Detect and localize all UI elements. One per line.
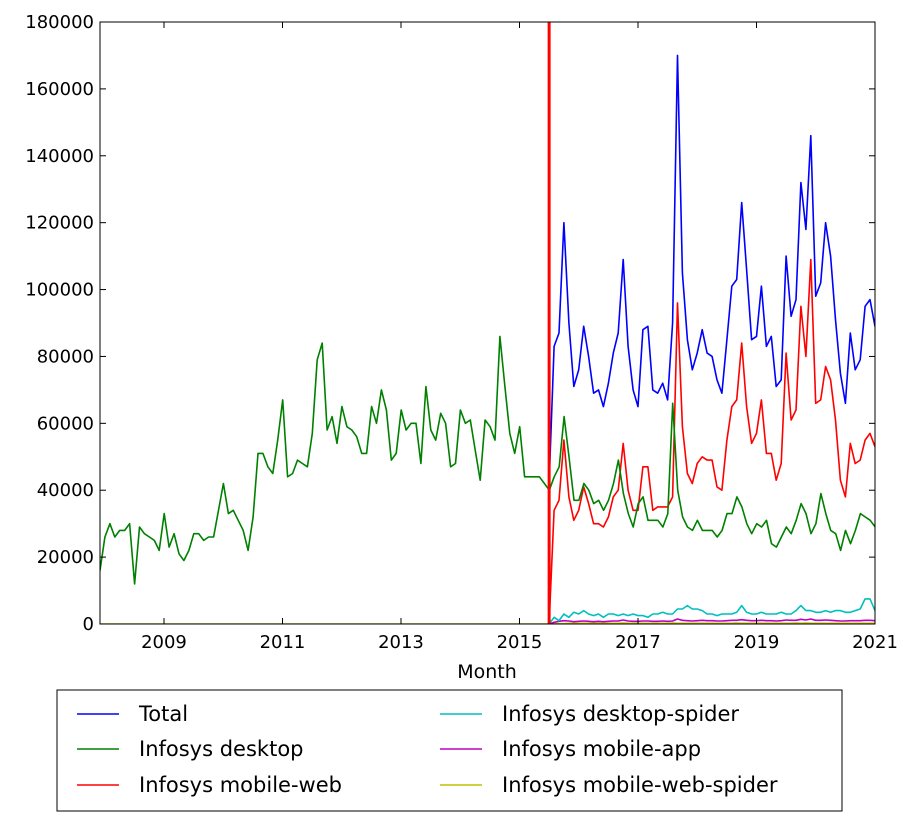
y-tick-label: 100000 (25, 280, 94, 301)
x-tick-label: 2021 (852, 632, 898, 653)
y-tick-label: 20000 (37, 547, 94, 568)
series-line-infosys-mobile-app (548, 618, 875, 624)
y-tick-label: 160000 (25, 79, 94, 100)
x-tick-label: 2017 (615, 632, 661, 653)
legend-label: Infosys desktop (139, 737, 304, 761)
legend-label: Infosys mobile-web-spider (502, 773, 778, 797)
y-tick-label: 180000 (25, 12, 94, 33)
x-tick-label: 2011 (260, 632, 306, 653)
series-line-infosys-mobile-web-spider (100, 622, 875, 624)
x-tick-label: 2019 (734, 632, 780, 653)
x-tick-label: 2015 (497, 632, 543, 653)
series-line-infosys-desktop (100, 335, 875, 585)
x-tick-label: 2009 (141, 632, 187, 653)
x-tick-label: 2013 (378, 632, 424, 653)
series-line-infosys-desktop-spider (548, 598, 875, 624)
legend-label: Total (138, 702, 188, 726)
series-layer (100, 54, 875, 624)
series-line-total (548, 54, 875, 484)
y-tick-label: 40000 (37, 480, 94, 501)
legend-frame (56, 689, 843, 812)
plot-frame (99, 21, 876, 625)
x-axis-title: Month (457, 661, 517, 683)
y-tick-label: 60000 (37, 413, 94, 434)
y-tick-label: 120000 (25, 213, 94, 234)
axis-layer: 0 20000 40000 60000 80000 100000 120000 140000 1… (25, 12, 898, 653)
legend-label: Infosys desktop-spider (502, 702, 739, 726)
y-tick-label: 0 (83, 614, 94, 635)
legend-label: Infosys mobile-web (139, 773, 342, 797)
legend: Total Infosys desktop Infosys mobile-web In… (56, 689, 843, 812)
y-tick-label: 140000 (25, 146, 94, 167)
y-tick-label: 80000 (37, 346, 94, 367)
series-line-infosys-mobile-web (548, 258, 875, 624)
plot-background (100, 22, 875, 624)
legend-label: Infosys mobile-app (502, 737, 701, 761)
